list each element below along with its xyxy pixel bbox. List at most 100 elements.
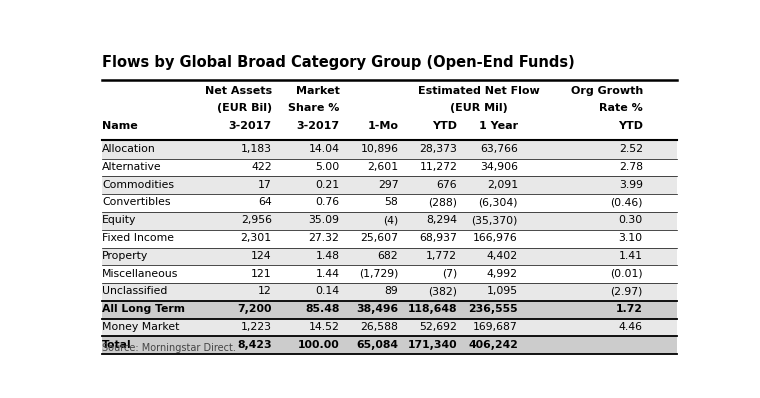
Text: All Long Term: All Long Term xyxy=(102,304,185,314)
Text: (35,370): (35,370) xyxy=(471,215,518,225)
Text: 3-2017: 3-2017 xyxy=(296,121,340,131)
Text: 169,687: 169,687 xyxy=(473,322,518,332)
Text: Unclassified: Unclassified xyxy=(102,286,167,297)
Text: 100.00: 100.00 xyxy=(298,339,340,350)
Text: 1 Year: 1 Year xyxy=(479,121,518,131)
Text: (382): (382) xyxy=(428,286,458,297)
Text: 89: 89 xyxy=(385,286,398,297)
Text: Alternative: Alternative xyxy=(102,162,162,172)
Bar xyxy=(102,248,677,265)
Text: 1-Mo: 1-Mo xyxy=(367,121,398,131)
Text: 14.04: 14.04 xyxy=(309,144,340,154)
Text: Commodities: Commodities xyxy=(102,179,174,190)
Text: Estimated Net Flow: Estimated Net Flow xyxy=(418,86,540,96)
Text: 1,095: 1,095 xyxy=(486,286,518,297)
Text: 28,373: 28,373 xyxy=(420,144,458,154)
Text: (7): (7) xyxy=(442,269,458,279)
Bar xyxy=(102,194,677,212)
Text: 118,648: 118,648 xyxy=(407,304,458,314)
Text: (EUR Bil): (EUR Bil) xyxy=(217,103,272,113)
Text: 1,223: 1,223 xyxy=(241,322,272,332)
Text: (0.01): (0.01) xyxy=(610,269,643,279)
Text: Convertibles: Convertibles xyxy=(102,197,170,207)
Text: 1.41: 1.41 xyxy=(619,251,643,261)
Text: 10,896: 10,896 xyxy=(360,144,398,154)
Text: 4.46: 4.46 xyxy=(619,322,643,332)
Text: 63,766: 63,766 xyxy=(480,144,518,154)
Text: 1.44: 1.44 xyxy=(315,269,340,279)
Text: 1,183: 1,183 xyxy=(241,144,272,154)
Text: 422: 422 xyxy=(251,162,272,172)
Text: 64: 64 xyxy=(258,197,272,207)
Text: 65,084: 65,084 xyxy=(356,339,398,350)
Text: 52,692: 52,692 xyxy=(420,322,458,332)
Text: 1.48: 1.48 xyxy=(315,251,340,261)
Text: 12: 12 xyxy=(258,286,272,297)
Text: 124: 124 xyxy=(251,251,272,261)
Text: 4,992: 4,992 xyxy=(487,269,518,279)
Text: 68,937: 68,937 xyxy=(420,233,458,243)
Text: Flows by Global Broad Category Group (Open-End Funds): Flows by Global Broad Category Group (Op… xyxy=(102,55,575,70)
Text: 3.99: 3.99 xyxy=(619,179,643,190)
Text: 38,496: 38,496 xyxy=(356,304,398,314)
Bar xyxy=(102,301,677,319)
Bar xyxy=(102,265,677,283)
Text: 2,091: 2,091 xyxy=(486,179,518,190)
Text: 85.48: 85.48 xyxy=(305,304,340,314)
Text: (288): (288) xyxy=(428,197,458,207)
Text: 297: 297 xyxy=(378,179,398,190)
Text: 27.32: 27.32 xyxy=(309,233,340,243)
Text: 236,555: 236,555 xyxy=(468,304,518,314)
Text: Rate %: Rate % xyxy=(599,103,643,113)
Text: Net Assets: Net Assets xyxy=(204,86,272,96)
Text: 14.52: 14.52 xyxy=(309,322,340,332)
Text: Total: Total xyxy=(102,339,131,350)
Bar xyxy=(102,141,677,159)
Text: 1,772: 1,772 xyxy=(426,251,458,261)
Text: YTD: YTD xyxy=(432,121,458,131)
Text: 166,976: 166,976 xyxy=(473,233,518,243)
Text: YTD: YTD xyxy=(618,121,643,131)
Text: 17: 17 xyxy=(258,179,272,190)
Text: 8,294: 8,294 xyxy=(426,215,458,225)
Bar xyxy=(102,336,677,354)
Text: 0.30: 0.30 xyxy=(619,215,643,225)
Text: Property: Property xyxy=(102,251,148,261)
Text: 676: 676 xyxy=(436,179,458,190)
Text: 682: 682 xyxy=(378,251,398,261)
Text: (1,729): (1,729) xyxy=(359,269,398,279)
Text: Market: Market xyxy=(296,86,340,96)
Text: (2.97): (2.97) xyxy=(610,286,643,297)
Text: 2,601: 2,601 xyxy=(367,162,398,172)
Text: 121: 121 xyxy=(251,269,272,279)
Text: 8,423: 8,423 xyxy=(237,339,272,350)
Text: 7,200: 7,200 xyxy=(237,304,272,314)
Text: 35.09: 35.09 xyxy=(309,215,340,225)
Text: 11,272: 11,272 xyxy=(420,162,458,172)
Text: Fixed Income: Fixed Income xyxy=(102,233,174,243)
Text: 0.21: 0.21 xyxy=(315,179,340,190)
Text: Money Market: Money Market xyxy=(102,322,179,332)
Text: 1.72: 1.72 xyxy=(616,304,643,314)
Text: 2,301: 2,301 xyxy=(241,233,272,243)
Text: 5.00: 5.00 xyxy=(315,162,340,172)
Text: Miscellaneous: Miscellaneous xyxy=(102,269,179,279)
Text: 2.78: 2.78 xyxy=(619,162,643,172)
Bar xyxy=(102,230,677,248)
Text: 3-2017: 3-2017 xyxy=(229,121,272,131)
Text: 58: 58 xyxy=(385,197,398,207)
Text: 2.52: 2.52 xyxy=(619,144,643,154)
Text: 25,607: 25,607 xyxy=(360,233,398,243)
Text: (EUR Mil): (EUR Mil) xyxy=(450,103,508,113)
Bar xyxy=(102,159,677,176)
Bar xyxy=(102,319,677,336)
Text: 34,906: 34,906 xyxy=(480,162,518,172)
Text: 4,402: 4,402 xyxy=(486,251,518,261)
Text: 0.14: 0.14 xyxy=(315,286,340,297)
Text: 171,340: 171,340 xyxy=(407,339,458,350)
Text: 0.76: 0.76 xyxy=(315,197,340,207)
Text: (4): (4) xyxy=(383,215,398,225)
Text: Org Growth: Org Growth xyxy=(571,86,643,96)
Text: (0.46): (0.46) xyxy=(610,197,643,207)
Text: 26,588: 26,588 xyxy=(360,322,398,332)
